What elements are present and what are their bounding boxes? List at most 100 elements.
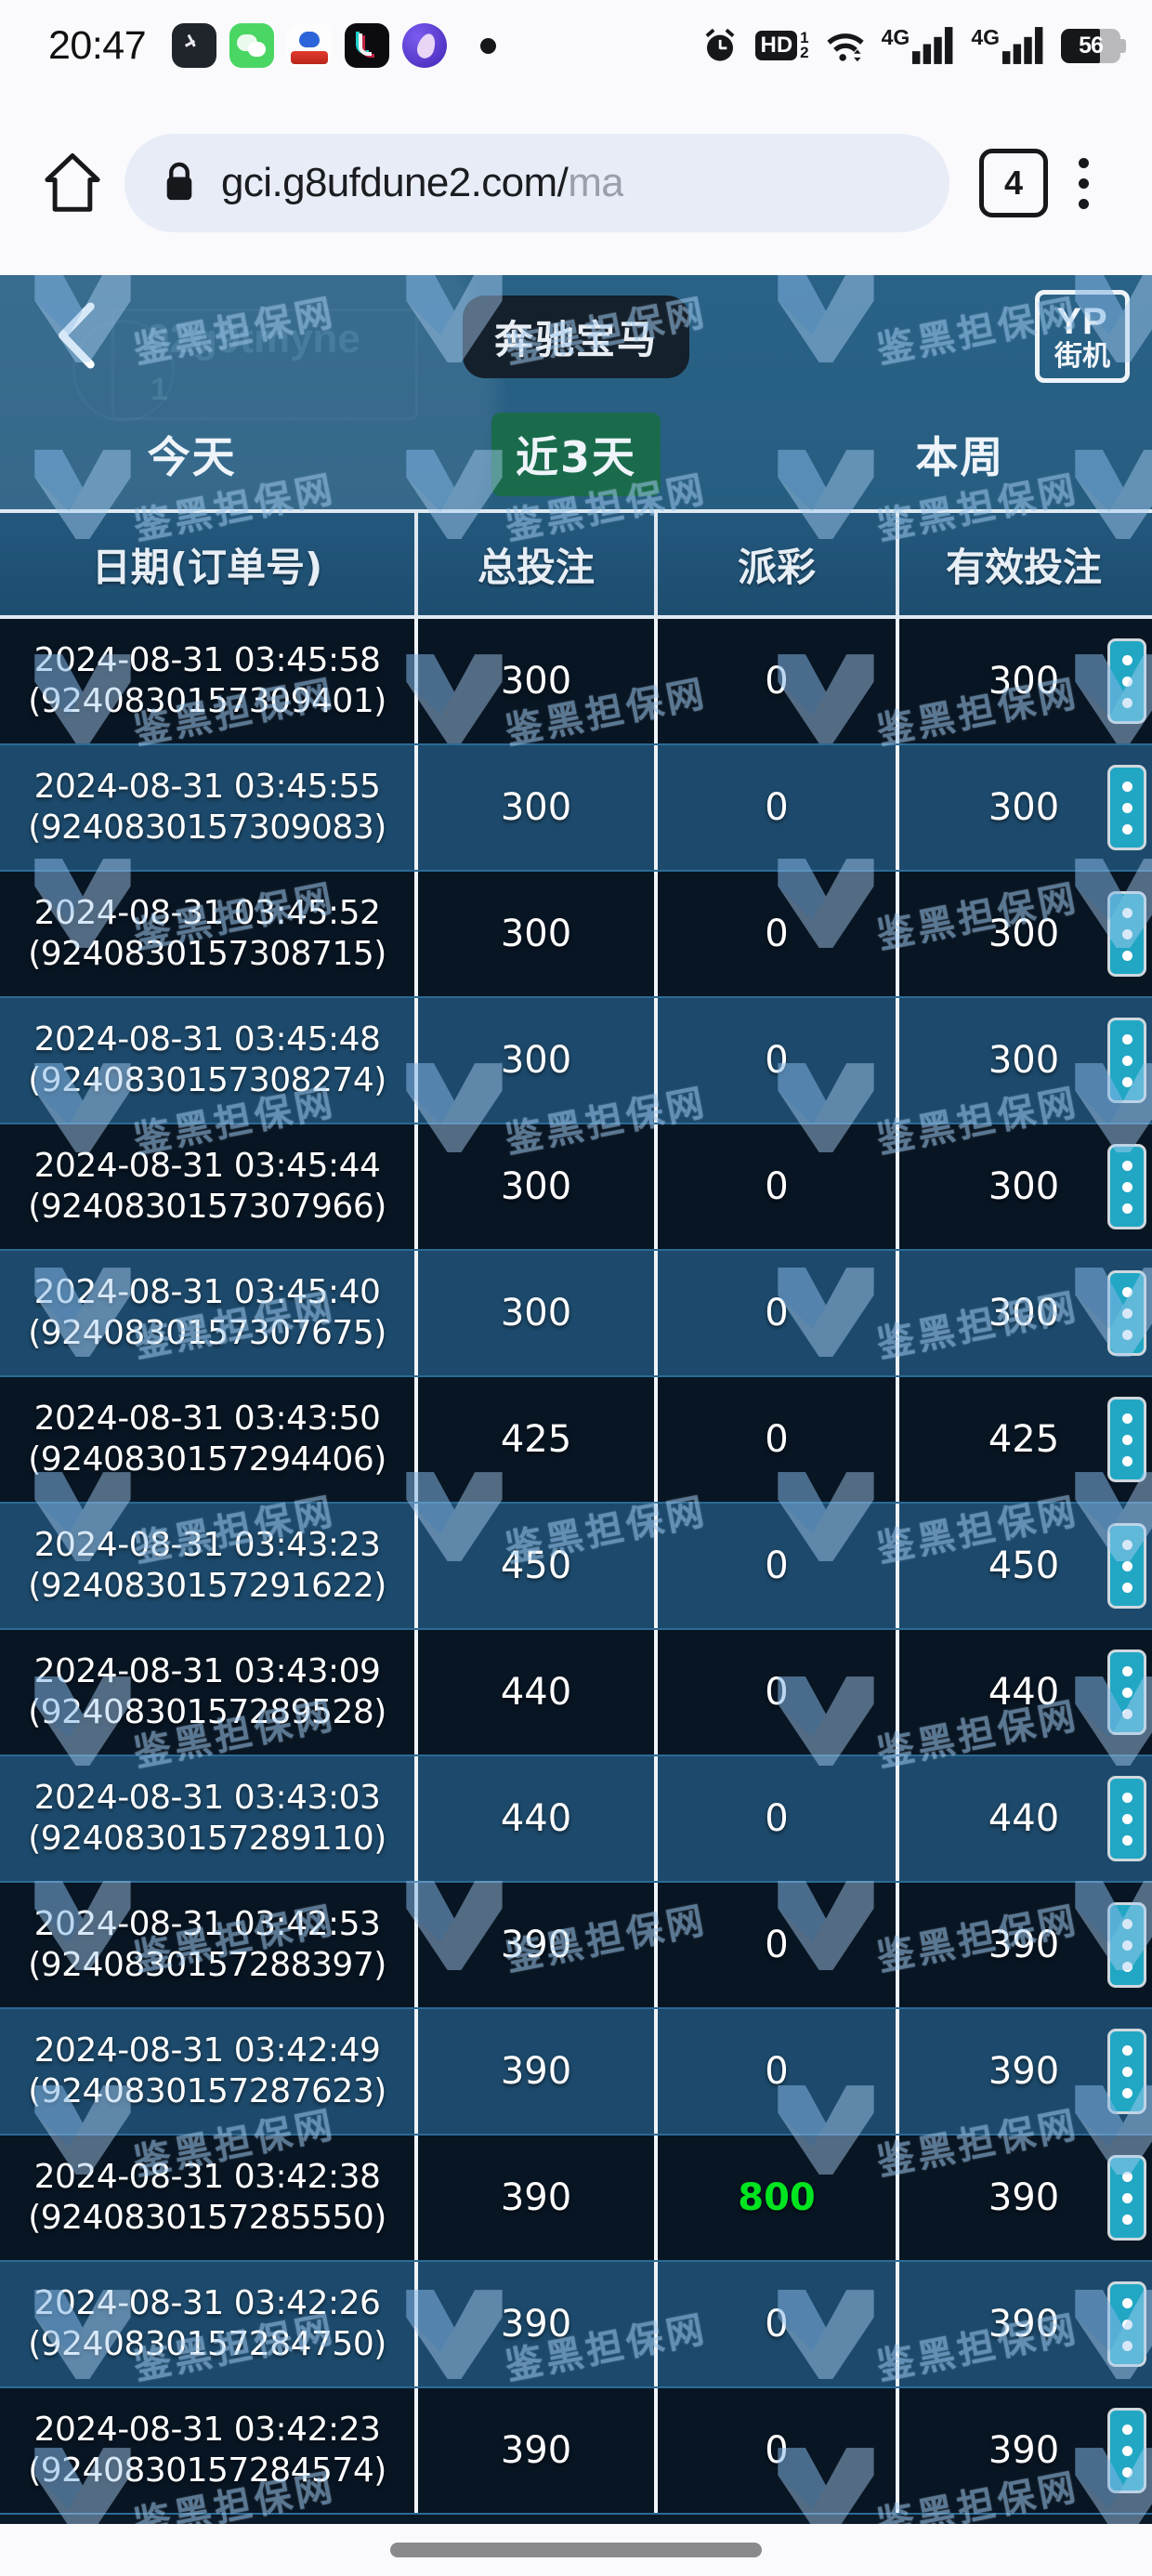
cell-valid-bet: 300 xyxy=(988,1292,1060,1334)
cell-payout: 0 xyxy=(658,1251,899,1375)
table-header-row: 日期(订单号) 总投注 派彩 有效投注 xyxy=(0,509,1152,619)
lock-icon xyxy=(162,160,197,207)
yp-arcade-logo-icon: YP 街机 xyxy=(1035,290,1130,383)
cell-total-bet: 300 xyxy=(418,745,658,870)
cell-order-id: (9240830157308274) xyxy=(28,1061,386,1099)
cell-date-order: 2024-08-31 03:43:09 (9240830157289528) xyxy=(0,1630,418,1755)
row-menu-icon[interactable] xyxy=(1107,638,1146,724)
table-row[interactable]: 2024-08-31 03:45:52 (9240830157308715) 300… xyxy=(0,872,1152,998)
cell-total-bet: 300 xyxy=(418,1124,658,1249)
cell-date: 2024-08-31 03:45:48 xyxy=(33,1019,381,1058)
row-menu-icon[interactable] xyxy=(1107,2155,1146,2241)
status-bar-clock: 20:47 xyxy=(48,22,147,68)
cell-valid-bet: 450 xyxy=(988,1544,1060,1587)
cell-date-order: 2024-08-31 03:45:52 (9240830157308715) xyxy=(0,872,418,996)
cell-date: 2024-08-31 03:43:50 xyxy=(33,1399,381,1438)
cell-date: 2024-08-31 03:43:23 xyxy=(33,1525,381,1564)
row-menu-icon[interactable] xyxy=(1107,1523,1146,1609)
browser-toolbar: gci.g8ufdune2.com/ma 4 xyxy=(0,91,1152,275)
row-menu-icon[interactable] xyxy=(1107,891,1146,977)
back-chevron-icon[interactable] xyxy=(41,299,113,372)
baidu-app-icon xyxy=(287,23,333,68)
cell-payout: 0 xyxy=(658,1124,899,1249)
cell-total-bet: 390 xyxy=(418,2388,658,2513)
table-row[interactable]: 2024-08-31 03:42:26 (9240830157284750) 390… xyxy=(0,2262,1152,2388)
row-menu-icon[interactable] xyxy=(1107,2029,1146,2114)
hd-label: HD xyxy=(755,31,798,60)
cell-payout: 0 xyxy=(658,1504,899,1628)
logo-line-2: 街机 xyxy=(1054,339,1110,373)
cell-valid-bet: 300 xyxy=(988,660,1060,703)
cell-date-order: 2024-08-31 03:45:44 (9240830157307966) xyxy=(0,1124,418,1249)
wifi-icon xyxy=(826,33,864,62)
cell-total-bet: 440 xyxy=(418,1630,658,1755)
table-row[interactable]: 2024-08-31 03:43:09 (9240830157289528) 440… xyxy=(0,1630,1152,1756)
table-row[interactable]: 2024-08-31 03:43:03 (9240830157289110) 440… xyxy=(0,1756,1152,1883)
tiktok-app-icon xyxy=(345,23,390,68)
url-bar[interactable]: gci.g8ufdune2.com/ma xyxy=(124,134,949,232)
table-row[interactable]: 2024-08-31 03:42:53 (9240830157288397) 390… xyxy=(0,1883,1152,2009)
row-menu-icon[interactable] xyxy=(1107,1270,1146,1356)
row-menu-icon[interactable] xyxy=(1107,2408,1146,2493)
table-row[interactable]: 2024-08-31 03:45:55 (9240830157309083) 300… xyxy=(0,745,1152,872)
hd-dual-sim-icon: HD 1 2 xyxy=(755,28,809,60)
battery-icon: 56 xyxy=(1061,28,1126,63)
home-icon[interactable] xyxy=(28,138,117,228)
cell-total-bet: 390 xyxy=(418,1883,658,2007)
page-title: 奔驰宝马 xyxy=(462,296,690,378)
cell-payout: 0 xyxy=(658,619,899,743)
table-row[interactable]: 2024-08-31 03:45:40 (9240830157307675) 300… xyxy=(0,1251,1152,1377)
cell-total-bet: 450 xyxy=(418,1504,658,1628)
cell-order-id: (9240830157284574) xyxy=(28,2451,386,2490)
table-row[interactable]: 2024-08-31 03:45:48 (9240830157308274) 300… xyxy=(0,998,1152,1124)
row-menu-icon[interactable] xyxy=(1107,2281,1146,2367)
cell-order-id: (9240830157284750) xyxy=(28,2325,386,2363)
cell-order-id: (9240830157307966) xyxy=(28,1188,386,1226)
cell-date: 2024-08-31 03:42:49 xyxy=(33,2031,381,2070)
cell-valid-bet: 425 xyxy=(988,1418,1060,1461)
cell-total-bet: 390 xyxy=(418,2136,658,2260)
home-gesture-pill[interactable] xyxy=(390,2543,762,2557)
tab-this-week[interactable]: 本周 xyxy=(768,413,1152,496)
sim-1-label: 1 xyxy=(800,28,809,46)
row-menu-icon[interactable] xyxy=(1107,765,1146,850)
cell-date: 2024-08-31 03:45:58 xyxy=(33,640,381,679)
cell-total-bet: 300 xyxy=(418,1251,658,1375)
tab-today[interactable]: 今天 xyxy=(0,413,384,496)
cell-valid-bet: 390 xyxy=(988,1924,1060,1966)
cell-date: 2024-08-31 03:45:55 xyxy=(33,767,381,806)
cell-date: 2024-08-31 03:42:23 xyxy=(33,2410,381,2449)
tab-last-3-days[interactable]: 近3天 xyxy=(384,413,767,496)
row-menu-icon[interactable] xyxy=(1107,1649,1146,1735)
signal-4g-1-icon: 4G xyxy=(882,27,956,64)
overflow-menu-icon[interactable] xyxy=(1048,138,1119,228)
cell-total-bet: 300 xyxy=(418,619,658,743)
network-label-2: 4G xyxy=(971,25,1000,49)
table-row[interactable]: 2024-08-31 03:45:58 (9240830157309401) 300… xyxy=(0,619,1152,745)
table-row[interactable]: 2024-08-31 03:43:23 (9240830157291622) 450… xyxy=(0,1504,1152,1630)
cell-date-order: 2024-08-31 03:42:26 (9240830157284750) xyxy=(0,2262,418,2386)
cell-order-id: (9240830157307675) xyxy=(28,1314,386,1352)
clock-app-icon xyxy=(172,23,217,68)
status-bar: 20:47 HD 1 2 xyxy=(0,0,1152,91)
table-row[interactable]: 2024-08-31 03:42:38 (9240830157285550) 390… xyxy=(0,2136,1152,2262)
table-row[interactable]: 2024-08-31 03:42:49 (9240830157287623) 390… xyxy=(0,2009,1152,2136)
tab-last-3-days-label: 近3天 xyxy=(491,413,661,496)
cell-order-id: (9240830157291622) xyxy=(28,1567,386,1605)
row-menu-icon[interactable] xyxy=(1107,1144,1146,1229)
table-row[interactable]: 2024-08-31 03:45:44 (9240830157307966) 300… xyxy=(0,1124,1152,1251)
system-navigation-bar xyxy=(0,2524,1152,2576)
cell-date: 2024-08-31 03:45:40 xyxy=(33,1272,381,1311)
cell-total-bet: 300 xyxy=(418,998,658,1123)
row-menu-icon[interactable] xyxy=(1107,1902,1146,1988)
row-menu-icon[interactable] xyxy=(1107,1397,1146,1482)
row-menu-icon[interactable] xyxy=(1107,1776,1146,1861)
cell-date: 2024-08-31 03:43:03 xyxy=(33,1778,381,1817)
signal-4g-2-icon: 4G xyxy=(971,27,1045,64)
tab-counter-button[interactable]: 4 xyxy=(979,149,1048,217)
cell-date-order: 2024-08-31 03:43:23 (9240830157291622) xyxy=(0,1504,418,1628)
table-row[interactable]: 2024-08-31 03:43:50 (9240830157294406) 425… xyxy=(0,1377,1152,1504)
table-row[interactable]: 2024-08-31 03:42:23 (9240830157284574) 390… xyxy=(0,2388,1152,2515)
cell-order-id: (9240830157288397) xyxy=(28,1946,386,1984)
row-menu-icon[interactable] xyxy=(1107,1018,1146,1103)
